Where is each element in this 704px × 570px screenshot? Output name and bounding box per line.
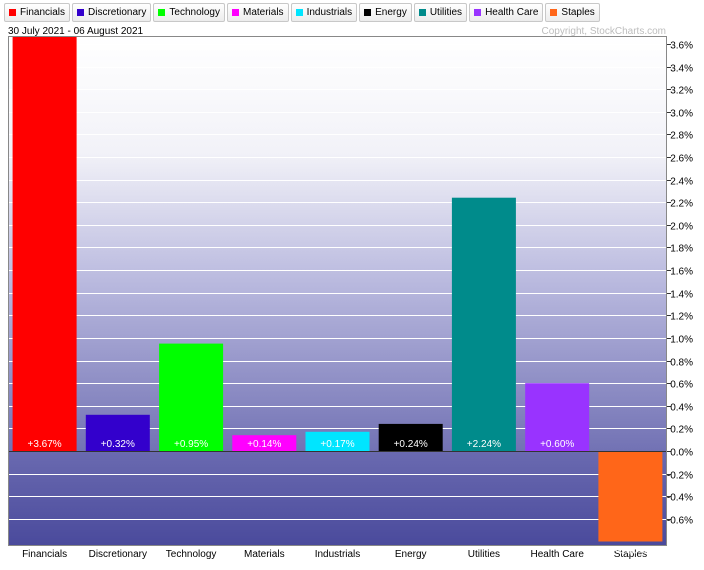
legend-label: Financials (20, 7, 66, 18)
value-label: +0.14% (247, 439, 281, 450)
grid-lines (8, 44, 667, 520)
bar-industrials (305, 431, 370, 451)
plot-background-positive (8, 36, 667, 452)
plot-border (8, 36, 667, 546)
legend-swatch (418, 9, 426, 16)
y-axis: 3.6% 3.4% 3.2% 3.0% 2.8% 2.6% 2.4% 2.2% 2.0% 1.8%… (667, 41, 693, 527)
y-tick-label: 1.0% (670, 335, 693, 346)
value-label: +0.32% (101, 439, 135, 450)
legend-swatch (474, 9, 482, 16)
y-tick-label: 1.2% (670, 312, 693, 323)
y-tick-label: -0.2% (667, 471, 693, 482)
legend-swatch (77, 9, 85, 16)
value-label: +0.95% (174, 439, 208, 450)
y-tick-label: 0.0% (670, 448, 693, 459)
value-label: +2.24% (467, 439, 501, 450)
x-tick-label: Technology (166, 549, 217, 560)
y-tick-label: 3.6% (670, 41, 693, 52)
x-tick-label: Utilities (468, 549, 500, 560)
watermark: Copyright, StockCharts.com (542, 26, 667, 37)
legend-swatch (364, 9, 372, 16)
x-tick-label: Staples (614, 549, 647, 560)
date-range-label: 30 July 2021 - 06 August 2021 (8, 26, 144, 37)
legend-swatch (550, 9, 558, 16)
legend-label: Energy (375, 7, 407, 18)
bar-group (12, 36, 663, 542)
plot-background-negative (8, 451, 667, 546)
x-axis: Financials Discretionary Technology Materia… (22, 549, 647, 560)
legend-label: Materials (242, 7, 284, 18)
value-label: -0.80% (615, 546, 647, 557)
x-tick-label: Discretionary (89, 549, 147, 560)
y-tick-label: -0.4% (667, 493, 693, 504)
data-labels: +3.67% +0.32% +0.95% +0.14% +0.17% +0.24% +2.2… (27, 439, 646, 557)
y-tick-label: 3.2% (670, 86, 693, 97)
y-tick-label: 0.4% (670, 403, 693, 414)
bar-financials (12, 36, 77, 451)
legend-label: Health Care (485, 7, 539, 18)
legend-swatch (158, 9, 166, 16)
y-tick-label: 2.6% (670, 154, 693, 165)
legend-swatch (295, 9, 303, 16)
x-tick-label: Financials (22, 549, 67, 560)
y-tick-label: 1.6% (670, 267, 693, 278)
chart-legend: Financials Discretionary Technology Materia… (0, 0, 704, 22)
value-label: +0.24% (394, 439, 428, 450)
y-tick-label: 2.4% (670, 177, 693, 188)
legend-item-utilities[interactable]: Utilities (413, 3, 468, 22)
y-tick-label: 2.0% (670, 222, 693, 233)
bar-materials (232, 435, 297, 451)
y-tick-label: 0.6% (670, 380, 693, 391)
legend-item-industrials[interactable]: Industrials (290, 3, 358, 22)
y-tick-label: 3.0% (670, 109, 693, 120)
y-tick-label: 0.8% (670, 358, 693, 369)
legend-label: Staples (561, 7, 595, 18)
value-label: +0.60% (540, 439, 574, 450)
legend-item-materials[interactable]: Materials (226, 3, 289, 22)
legend-item-technology[interactable]: Technology (153, 3, 225, 22)
y-tick-label: 0.2% (670, 425, 693, 436)
y-tick-label: -0.6% (667, 516, 693, 527)
y-tick-label: 1.4% (670, 290, 693, 301)
x-tick-label: Industrials (315, 549, 361, 560)
legend-label: Discretionary (88, 7, 147, 18)
y-tick-label: 2.2% (670, 199, 693, 210)
y-tick-label: 2.8% (670, 131, 693, 142)
x-tick-label: Materials (244, 549, 285, 560)
legend-label: Technology (169, 7, 220, 18)
legend-label: Utilities (429, 7, 463, 18)
bar-discretionary (85, 414, 150, 451)
legend-item-financials[interactable]: Financials (4, 3, 71, 22)
legend-item-discretionary[interactable]: Discretionary (72, 3, 152, 22)
legend-swatch (231, 9, 239, 16)
value-label: +3.67% (27, 439, 61, 450)
legend-swatch (9, 9, 16, 16)
y-tick-label: 3.4% (670, 64, 693, 75)
bar-energy (378, 423, 443, 451)
legend-item-staples[interactable]: Staples (545, 3, 600, 22)
legend-label: Industrials (306, 7, 353, 18)
bar-technology (159, 343, 224, 451)
x-tick-label: Health Care (531, 549, 585, 560)
legend-item-energy[interactable]: Energy (359, 3, 412, 22)
y-tick-label: 1.8% (670, 244, 693, 255)
legend-item-health-care[interactable]: Health Care (469, 3, 544, 22)
value-label: +0.17% (320, 439, 354, 450)
bar-staples (598, 451, 663, 542)
x-tick-label: Energy (395, 549, 427, 560)
bar-utilities (451, 197, 516, 451)
bar-health-care (525, 383, 590, 451)
